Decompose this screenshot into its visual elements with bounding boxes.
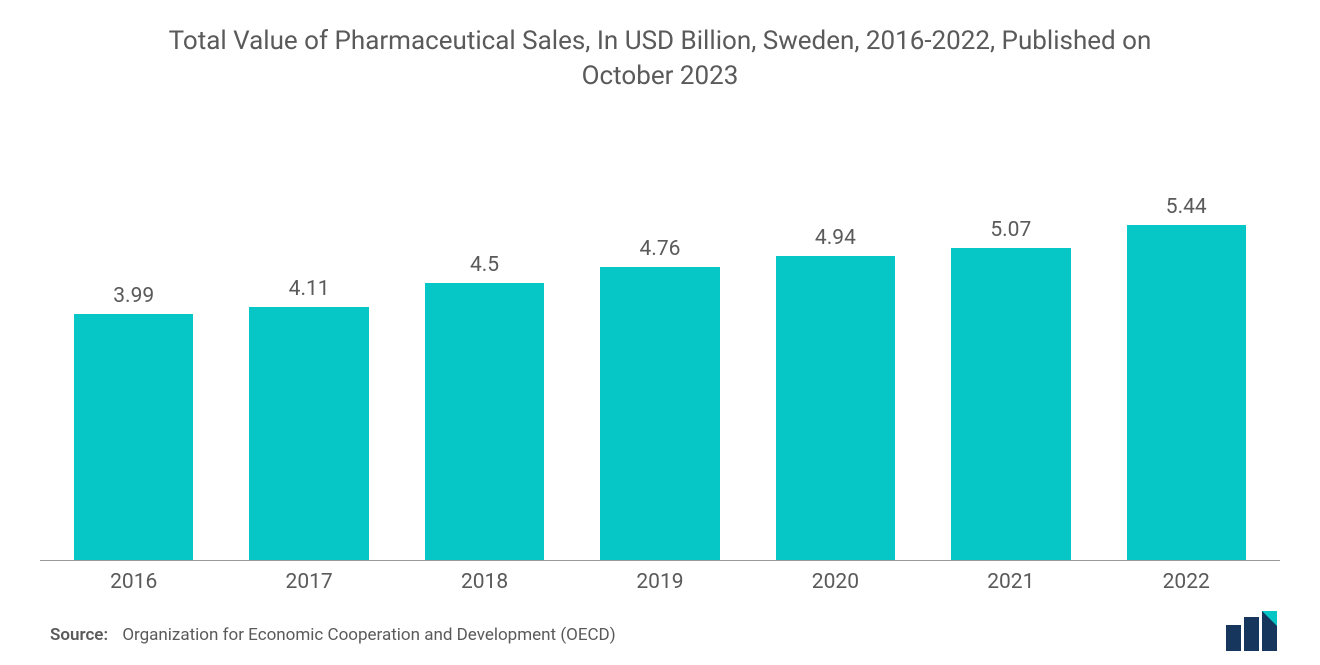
bar — [776, 256, 895, 560]
bar-value-label: 4.76 — [640, 237, 681, 261]
chart-title: Total Value of Pharmaceutical Sales, In … — [0, 0, 1320, 94]
x-axis-label: 2020 — [748, 570, 923, 594]
x-axis-label: 2021 — [923, 570, 1098, 594]
bar-group: 5.44 — [1099, 130, 1274, 560]
x-axis-label: 2019 — [572, 570, 747, 594]
bar-group: 3.99 — [46, 130, 221, 560]
brand-logo-icon — [1226, 611, 1292, 651]
bar-value-label: 4.11 — [289, 277, 330, 301]
bar-value-label: 5.44 — [1166, 195, 1207, 219]
bar — [951, 248, 1070, 560]
bar — [74, 314, 193, 560]
bar-value-label: 4.5 — [470, 253, 499, 277]
bar — [1127, 225, 1246, 560]
source-label: Source: — [50, 625, 108, 645]
source-text: Organization for Economic Cooperation an… — [122, 625, 615, 645]
bar-group: 4.5 — [397, 130, 572, 560]
chart-area: 3.99 4.11 4.5 4.76 4.94 5.07 5.44 — [40, 130, 1280, 560]
x-axis-line — [40, 560, 1280, 561]
bar-group: 4.76 — [572, 130, 747, 560]
bar-value-label: 5.07 — [990, 218, 1031, 242]
x-axis-label: 2016 — [46, 570, 221, 594]
bar-value-label: 3.99 — [113, 284, 154, 308]
x-axis-labels: 2016 2017 2018 2019 2020 2021 2022 — [40, 570, 1280, 594]
bar-group: 4.11 — [221, 130, 396, 560]
bar — [425, 283, 544, 560]
x-axis-label: 2017 — [221, 570, 396, 594]
bar-group: 5.07 — [923, 130, 1098, 560]
bar-group: 4.94 — [748, 130, 923, 560]
x-axis-label: 2022 — [1099, 570, 1274, 594]
bar — [249, 307, 368, 560]
bar — [600, 267, 719, 560]
x-axis-label: 2018 — [397, 570, 572, 594]
source-citation: Source: Organization for Economic Cooper… — [50, 625, 616, 645]
bar-value-label: 4.94 — [815, 226, 856, 250]
